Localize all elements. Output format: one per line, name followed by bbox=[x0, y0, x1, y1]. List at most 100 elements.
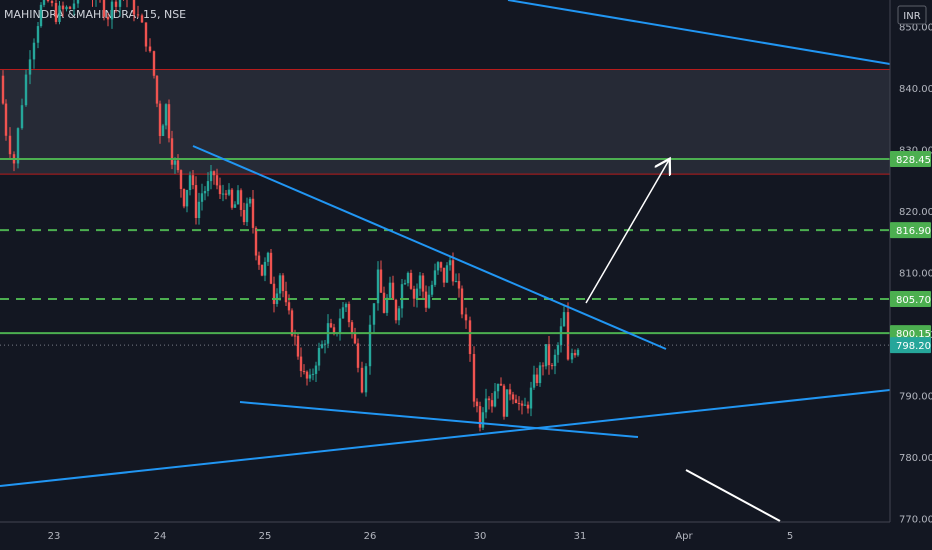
x-tick-label: 30 bbox=[474, 531, 487, 542]
candle-body bbox=[499, 383, 503, 386]
candle-body bbox=[227, 189, 231, 195]
candle-body bbox=[161, 125, 165, 137]
candle-body bbox=[42, 0, 46, 5]
candle-body bbox=[341, 307, 345, 319]
candle-body bbox=[570, 353, 574, 360]
y-tick-label: 850.00 bbox=[899, 23, 932, 34]
candle-body bbox=[562, 312, 566, 327]
price-tag-label: 805.70 bbox=[896, 295, 931, 306]
candle-body bbox=[212, 171, 216, 176]
price-tag-label: 816.90 bbox=[896, 226, 931, 237]
candle-body bbox=[173, 160, 177, 165]
candle-body bbox=[254, 227, 258, 256]
candle-body bbox=[424, 291, 428, 308]
candle-body bbox=[347, 303, 351, 323]
candle-body bbox=[179, 170, 183, 189]
candle-body bbox=[278, 275, 282, 294]
candle-body bbox=[269, 252, 273, 284]
y-tick-label: 830.00 bbox=[899, 146, 932, 157]
time-axis-bg bbox=[0, 522, 932, 550]
candle-body bbox=[239, 190, 243, 210]
candle-body bbox=[16, 128, 20, 164]
candle-body bbox=[451, 260, 455, 282]
y-tick-label: 840.00 bbox=[899, 84, 932, 95]
candle-body bbox=[364, 366, 368, 393]
candle-body bbox=[442, 267, 446, 283]
candle-body bbox=[448, 260, 452, 266]
x-tick-label: Apr bbox=[675, 531, 693, 542]
candle-body bbox=[400, 284, 404, 309]
candle-body bbox=[209, 171, 213, 182]
candle-body bbox=[317, 347, 321, 366]
candle-body bbox=[576, 349, 580, 356]
candle-body bbox=[332, 327, 336, 333]
chart-title: MAHINDRA &MAHINDRA, 15, NSE bbox=[4, 8, 187, 21]
candle-body bbox=[260, 264, 264, 276]
candle-body bbox=[167, 104, 171, 139]
candle-body bbox=[338, 318, 342, 333]
candle-body bbox=[185, 190, 189, 207]
candle-body bbox=[481, 412, 485, 428]
candle-body bbox=[547, 344, 551, 366]
candle-body bbox=[28, 59, 32, 75]
candle-body bbox=[299, 356, 303, 372]
candle-body bbox=[382, 292, 386, 313]
candle-body bbox=[152, 51, 156, 76]
candle-body bbox=[320, 344, 324, 348]
candle-body bbox=[20, 105, 24, 129]
candle-body bbox=[158, 103, 162, 137]
trend-line-upper-downtrend bbox=[192, 145, 667, 350]
candle-body bbox=[257, 255, 261, 265]
candle-body bbox=[323, 343, 327, 345]
candle-body bbox=[281, 275, 285, 292]
y-tick-label: 820.00 bbox=[899, 207, 932, 218]
candle-body bbox=[170, 138, 174, 165]
candle-body bbox=[302, 371, 306, 373]
candle-body bbox=[418, 275, 422, 289]
candle-body bbox=[508, 389, 512, 395]
candle-body bbox=[4, 103, 8, 136]
resistance-zone bbox=[0, 69, 890, 175]
candle-body bbox=[329, 323, 333, 328]
candle-body bbox=[39, 4, 43, 27]
currency-label: INR bbox=[903, 11, 920, 22]
candle-body bbox=[436, 262, 440, 271]
price-tag-bg bbox=[890, 337, 931, 354]
price-tag-bg bbox=[890, 222, 931, 239]
trend-line-lower-wedge bbox=[239, 401, 639, 438]
x-tick-label: 26 bbox=[364, 531, 377, 542]
candle-body bbox=[287, 302, 291, 311]
candle-body bbox=[293, 335, 297, 337]
candle-body bbox=[164, 104, 168, 126]
candle-body bbox=[433, 270, 437, 285]
candle-body bbox=[308, 374, 312, 379]
candle-body bbox=[36, 26, 40, 43]
candle-body bbox=[360, 367, 364, 393]
candle-body bbox=[457, 281, 461, 289]
candle-body bbox=[376, 269, 380, 304]
candle-body bbox=[236, 190, 240, 205]
candle-body bbox=[155, 75, 159, 104]
candle-body bbox=[118, 0, 122, 7]
candle-body bbox=[50, 1, 54, 4]
candle-body bbox=[430, 284, 434, 295]
candle-body bbox=[1, 75, 5, 104]
x-tick-label: 23 bbox=[48, 531, 61, 542]
candle-body bbox=[106, 16, 110, 20]
candle-body bbox=[556, 345, 560, 355]
candle-body bbox=[353, 332, 357, 344]
candle-body bbox=[311, 373, 315, 375]
candle-body bbox=[372, 303, 376, 325]
price-tag-label: 798.20 bbox=[896, 341, 931, 352]
candle-body bbox=[394, 299, 398, 321]
candle-body bbox=[526, 404, 530, 409]
candle-body bbox=[188, 175, 192, 191]
candle-body bbox=[148, 46, 152, 52]
candle-body bbox=[114, 1, 118, 7]
candle-body bbox=[511, 394, 515, 400]
candle-body bbox=[263, 261, 267, 276]
candle-body bbox=[344, 303, 348, 308]
candle-body bbox=[272, 283, 276, 304]
price-tag-bg bbox=[890, 290, 931, 307]
